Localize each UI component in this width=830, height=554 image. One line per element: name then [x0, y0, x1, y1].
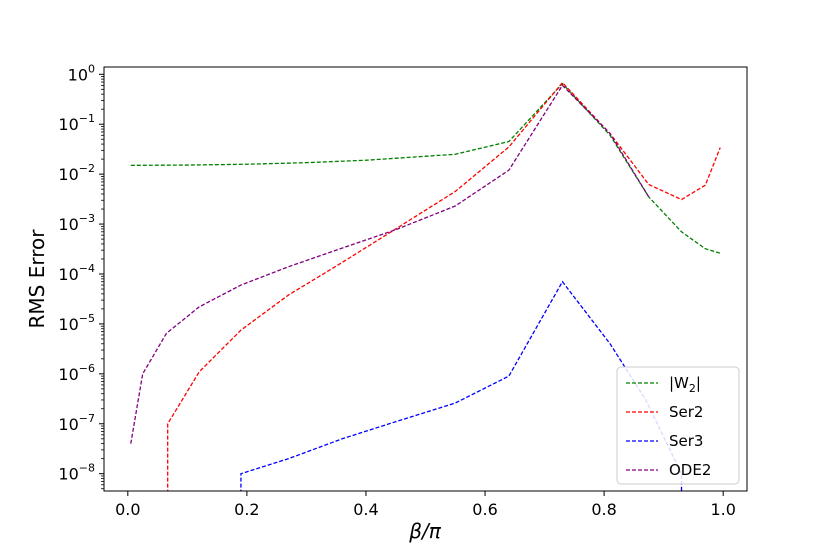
y-tick-label: 10−8	[58, 462, 95, 484]
x-tick-label: 0.2	[234, 500, 259, 519]
x-axis-ticks: 0.0 0.2 0.4 0.6 0.8 1.0	[115, 491, 736, 519]
x-tick-label: 0.0	[115, 500, 140, 519]
y-tick-label: 10−2	[58, 162, 95, 184]
series-line-ser2	[167, 81, 721, 491]
y-tick-label: 10−6	[58, 362, 95, 384]
x-tick-label: 0.4	[353, 500, 378, 519]
y-tick-label: 10−5	[58, 312, 95, 334]
y-axis-label: RMS Error	[25, 229, 49, 329]
y-tick-label: 10−1	[58, 112, 95, 134]
y-tick-label: 100	[68, 62, 95, 84]
legend-box	[616, 366, 740, 485]
legend-entry-label: |W2|	[669, 374, 701, 395]
x-tick-label: 1.0	[710, 500, 735, 519]
legend: |W2| Ser2 Ser3 ODE2	[616, 366, 740, 485]
legend-entry-label: Ser3	[669, 432, 703, 450]
x-tick-label: 0.8	[591, 500, 616, 519]
x-axis-label: β/π	[408, 519, 442, 543]
x-tick-label: 0.6	[472, 500, 497, 519]
y-tick-label: 10−7	[58, 412, 95, 434]
y-tick-label: 10−3	[58, 212, 95, 234]
series-line-w2	[130, 82, 721, 254]
y-axis-ticks: 10−8 10−7 10−6 10−5 10−4 10−3 10−2 10−1 100	[58, 62, 104, 490]
y-tick-label: 10−4	[58, 262, 95, 284]
legend-entry-label: ODE2	[669, 461, 711, 479]
legend-entry-label: Ser2	[669, 403, 703, 421]
series-line-ode2	[130, 84, 650, 444]
